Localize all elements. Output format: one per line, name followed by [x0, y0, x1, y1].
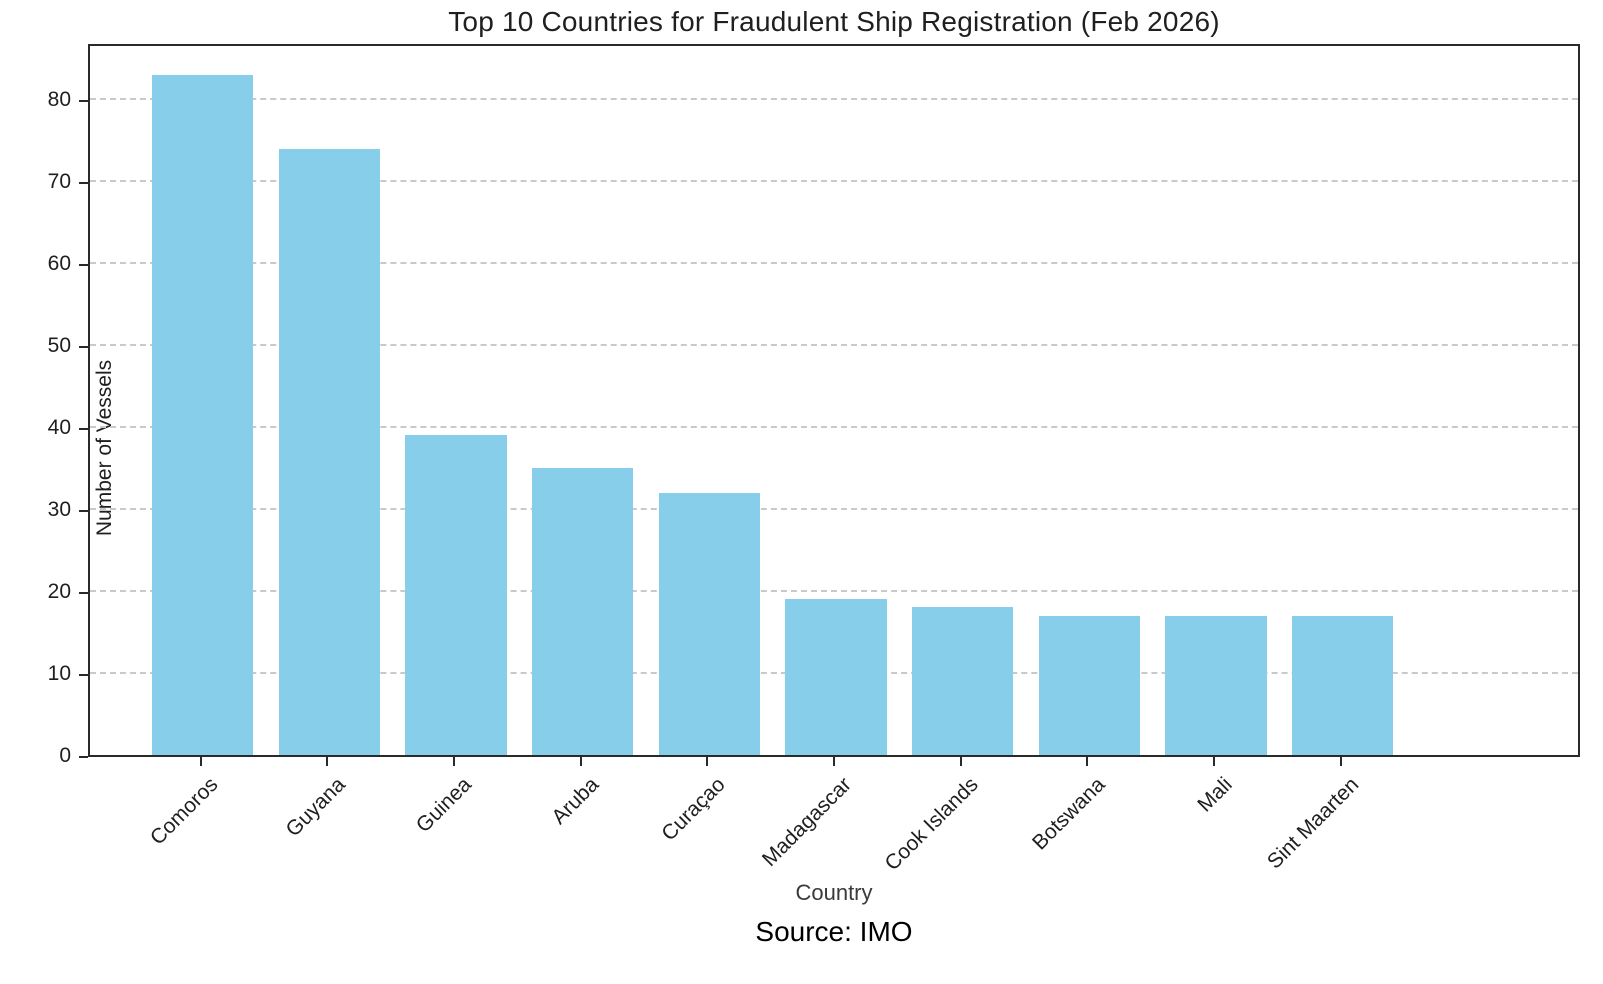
- y-tick-label-10: 10: [47, 662, 71, 686]
- x-tick-3: [579, 757, 582, 766]
- y-tick-50: [79, 346, 88, 349]
- bar-sint-maarten: [1292, 615, 1394, 755]
- y-tick-label-50: 50: [47, 334, 71, 358]
- y-tick-70: [79, 182, 88, 185]
- x-tick-label-4: Curaçao: [657, 773, 730, 846]
- x-tick-label-8: Mali: [1192, 773, 1237, 817]
- y-tick-10: [79, 674, 88, 677]
- x-tick-label-2: Guinea: [412, 773, 477, 838]
- y-tick-label-20: 20: [47, 580, 71, 604]
- x-tick-9: [1339, 757, 1342, 766]
- bar-guyana: [278, 148, 380, 755]
- x-tick-label-0: Comoros: [146, 773, 223, 850]
- bar-guinea: [405, 435, 507, 755]
- plot-area: Number of Vessels: [88, 44, 1580, 757]
- y-tick-40: [79, 428, 88, 431]
- y-tick-label-40: 40: [47, 416, 71, 440]
- x-tick-2: [452, 757, 455, 766]
- gridline-40: [90, 426, 1578, 429]
- y-tick-20: [79, 592, 88, 595]
- y-tick-label-0: 0: [59, 744, 71, 767]
- y-tick-0: [79, 756, 88, 758]
- x-tick-5: [833, 757, 835, 766]
- x-axis-label: Country: [795, 880, 873, 905]
- gridline-50: [90, 344, 1578, 347]
- x-tick-label-6: Cook Islands: [880, 773, 983, 876]
- y-tick-label-60: 60: [47, 252, 71, 276]
- gridline-60: [90, 262, 1578, 265]
- x-tick-8: [1213, 757, 1216, 766]
- x-tick-1: [326, 757, 329, 766]
- bar-cook-islands: [912, 607, 1014, 755]
- gridline-80: [90, 98, 1578, 101]
- x-tick-6: [959, 757, 962, 766]
- y-tick-label-80: 80: [47, 88, 71, 112]
- gridline-30: [90, 508, 1578, 511]
- x-tick-label-7: Botswana: [1028, 773, 1110, 855]
- bar-mali: [1165, 615, 1267, 755]
- source-caption: Source: IMO: [755, 916, 913, 947]
- y-axis-label: Number of Vessels: [93, 359, 116, 537]
- y-tick-30: [79, 510, 88, 513]
- x-tick-label-3: Aruba: [546, 773, 603, 829]
- bar-curaçao: [658, 492, 760, 755]
- y-tick-label-30: 30: [47, 498, 71, 522]
- x-tick-label-9: Sint Maarten: [1262, 773, 1364, 874]
- x-tick-7: [1086, 757, 1089, 766]
- y-tick-80: [79, 100, 88, 103]
- gridline-20: [90, 590, 1578, 593]
- bar-comoros: [151, 74, 254, 755]
- x-tick-0: [199, 757, 202, 766]
- y-tick-60: [79, 264, 88, 267]
- gridline-70: [90, 180, 1578, 183]
- x-tick-4: [706, 757, 709, 766]
- x-tick-label-5: Madagascar: [758, 773, 857, 871]
- bar-botswana: [1038, 615, 1141, 755]
- bar-aruba: [531, 468, 634, 755]
- bar-madagascar: [785, 599, 887, 755]
- y-tick-label-70: 70: [47, 170, 71, 194]
- chart-title: Top 10 Countries for Fraudulent Ship Reg…: [448, 6, 1220, 37]
- x-tick-label-1: Guyana: [281, 773, 350, 842]
